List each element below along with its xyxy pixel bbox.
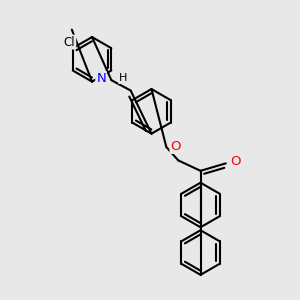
Text: O: O — [230, 155, 241, 168]
Text: Cl: Cl — [64, 36, 75, 49]
Text: H: H — [119, 73, 128, 83]
Text: N: N — [96, 72, 106, 85]
Text: O: O — [170, 140, 181, 153]
